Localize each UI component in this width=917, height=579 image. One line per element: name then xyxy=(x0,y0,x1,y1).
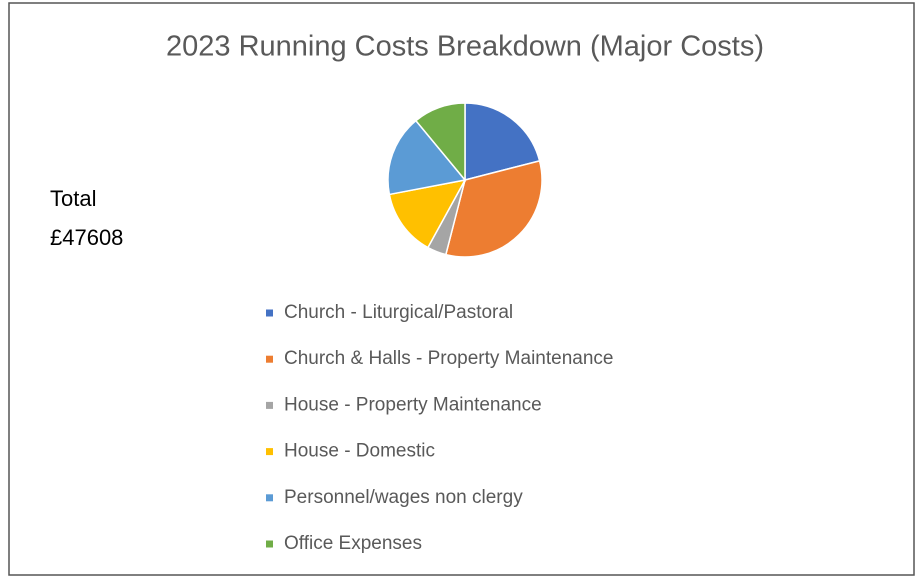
legend-label: House - Property Maintenance xyxy=(284,394,542,415)
legend-swatch xyxy=(266,540,273,548)
legend-swatch xyxy=(266,355,273,363)
pie-slice xyxy=(388,178,467,249)
legend-swatch xyxy=(266,309,273,317)
legend-label: House - Domestic xyxy=(284,441,435,462)
legend-swatch xyxy=(266,494,273,502)
pie-slice xyxy=(444,159,543,258)
legend-label: Church - Liturgical/Pastoral xyxy=(284,302,513,323)
chart-frame xyxy=(8,2,915,576)
legend-swatch xyxy=(266,401,273,409)
legend-swatch xyxy=(266,448,273,456)
annotation: £47608 xyxy=(50,225,123,250)
chart-title: 2023 Running Costs Breakdown (Major Cost… xyxy=(166,31,764,63)
pie-slice xyxy=(414,102,466,183)
annotation: Total xyxy=(50,186,96,211)
legend-label: Personnel/wages non clergy xyxy=(284,487,523,508)
pie-slice xyxy=(387,119,467,196)
pie-slice xyxy=(464,102,541,181)
legend-label: Church & Halls - Property Maintenance xyxy=(284,348,613,369)
legend-label: Office Expenses xyxy=(284,533,422,554)
